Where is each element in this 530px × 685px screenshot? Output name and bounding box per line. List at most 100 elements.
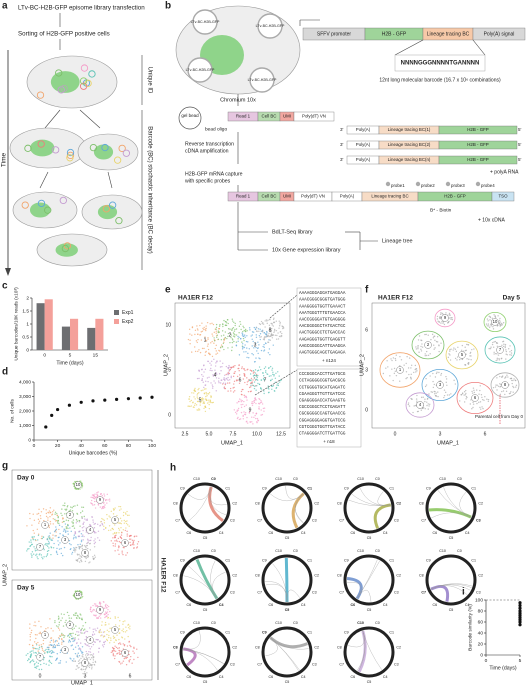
cell-dot bbox=[230, 336, 232, 339]
cell-dot bbox=[187, 405, 189, 407]
cell-dot bbox=[233, 340, 235, 343]
cell-dot bbox=[55, 550, 58, 553]
cell-dot bbox=[55, 519, 58, 522]
cell-dot bbox=[262, 375, 265, 377]
sector-label: C9 bbox=[180, 486, 185, 490]
cell-dot bbox=[93, 523, 95, 525]
cell-dot bbox=[259, 333, 262, 335]
cell-dot bbox=[207, 348, 210, 351]
cell-dot bbox=[113, 532, 116, 534]
cell-dot bbox=[56, 522, 59, 524]
cell-dot bbox=[496, 384, 498, 386]
cell-dot bbox=[210, 364, 212, 366]
cell-dot bbox=[511, 379, 513, 382]
cell-dot bbox=[262, 372, 264, 375]
cell-dot bbox=[128, 650, 130, 652]
cell-dot bbox=[277, 332, 279, 334]
cell-dot bbox=[108, 525, 111, 527]
cell-dot bbox=[215, 353, 217, 355]
cell-dot bbox=[56, 513, 58, 515]
cell-dot bbox=[215, 372, 217, 374]
cell-dot bbox=[78, 521, 81, 523]
cell-dot bbox=[32, 513, 34, 515]
cell-dot bbox=[49, 644, 52, 646]
cell-dot bbox=[450, 318, 452, 320]
cell-dot bbox=[506, 354, 508, 356]
cell-dot bbox=[53, 643, 56, 646]
cell-dot bbox=[464, 364, 466, 366]
cell-dot bbox=[270, 329, 272, 332]
cell-dot bbox=[126, 645, 129, 647]
cell-dot bbox=[450, 348, 452, 350]
cell-dot bbox=[83, 628, 86, 630]
cell-dot bbox=[196, 409, 198, 411]
cell-dot bbox=[75, 536, 77, 538]
cell-dot bbox=[54, 535, 56, 537]
cell-dot bbox=[32, 660, 35, 663]
cell-dot bbox=[406, 376, 408, 379]
cell-dot bbox=[113, 641, 115, 644]
cell-dot bbox=[424, 408, 426, 410]
cell-dot bbox=[85, 643, 87, 646]
cell-dot bbox=[103, 641, 105, 643]
cell-dot bbox=[114, 550, 116, 552]
cell-dot bbox=[130, 645, 132, 648]
cell-dot bbox=[92, 558, 95, 560]
cell-dot bbox=[220, 335, 223, 337]
cell-dot bbox=[112, 537, 114, 539]
sector-label: C6 bbox=[350, 675, 355, 679]
cell-dot bbox=[37, 641, 39, 644]
cell-dot bbox=[227, 332, 230, 335]
barcode: NNNNGGGNNNNTGANNNN bbox=[401, 61, 480, 67]
cell-dot bbox=[62, 530, 65, 532]
cell-dot bbox=[113, 536, 116, 538]
cell-dot bbox=[52, 645, 55, 647]
cell-dot bbox=[115, 539, 118, 541]
x-tick-label: 10.0 bbox=[252, 431, 262, 437]
cell-dot bbox=[112, 545, 115, 547]
cell-dot bbox=[118, 647, 120, 649]
cell-dot bbox=[279, 323, 281, 325]
cell-dot bbox=[94, 556, 97, 558]
episome bbox=[80, 64, 89, 72]
cell-dot bbox=[38, 648, 40, 650]
cell-dot bbox=[91, 666, 93, 668]
cell-dot bbox=[443, 389, 446, 391]
sector-label: C10 bbox=[193, 549, 200, 553]
chord bbox=[291, 492, 305, 529]
cell-dot bbox=[103, 528, 105, 531]
cell-dot bbox=[85, 545, 88, 547]
cell-dot bbox=[208, 393, 210, 395]
cell-dot bbox=[53, 530, 56, 533]
cell-dot bbox=[102, 502, 105, 504]
cell-dot bbox=[93, 530, 96, 533]
cell-dot bbox=[100, 521, 102, 523]
cell-dot bbox=[62, 634, 64, 636]
cell-dot bbox=[514, 379, 516, 382]
episome bbox=[89, 143, 98, 152]
sector-label: C7 bbox=[339, 662, 344, 666]
cell-dot bbox=[92, 657, 94, 659]
cell-dot bbox=[103, 493, 105, 495]
y-tick-label: 3,000 bbox=[19, 394, 31, 400]
cell-dot bbox=[414, 404, 417, 407]
cluster-label: 4 bbox=[214, 372, 217, 378]
cell-dot bbox=[236, 375, 239, 378]
episome bbox=[66, 154, 74, 162]
cdna-label: Poly(dT) VN bbox=[301, 194, 325, 199]
episome bbox=[66, 148, 75, 157]
cell-dot bbox=[60, 512, 62, 515]
cell-dot bbox=[74, 660, 76, 662]
sector-label: C0 bbox=[375, 621, 380, 625]
side-label: HA1ER F12 bbox=[159, 557, 166, 592]
cell-dot bbox=[78, 662, 80, 665]
cell-dot bbox=[451, 318, 454, 321]
cell-dot bbox=[104, 611, 107, 613]
sector-label: C2 bbox=[396, 574, 401, 578]
cell-dot bbox=[41, 535, 43, 537]
cell-dot bbox=[92, 521, 94, 523]
cell-dot bbox=[233, 409, 236, 411]
cell-dot bbox=[87, 644, 89, 646]
sector-label: C5 bbox=[367, 608, 372, 612]
sector-label: C9 bbox=[344, 630, 349, 634]
